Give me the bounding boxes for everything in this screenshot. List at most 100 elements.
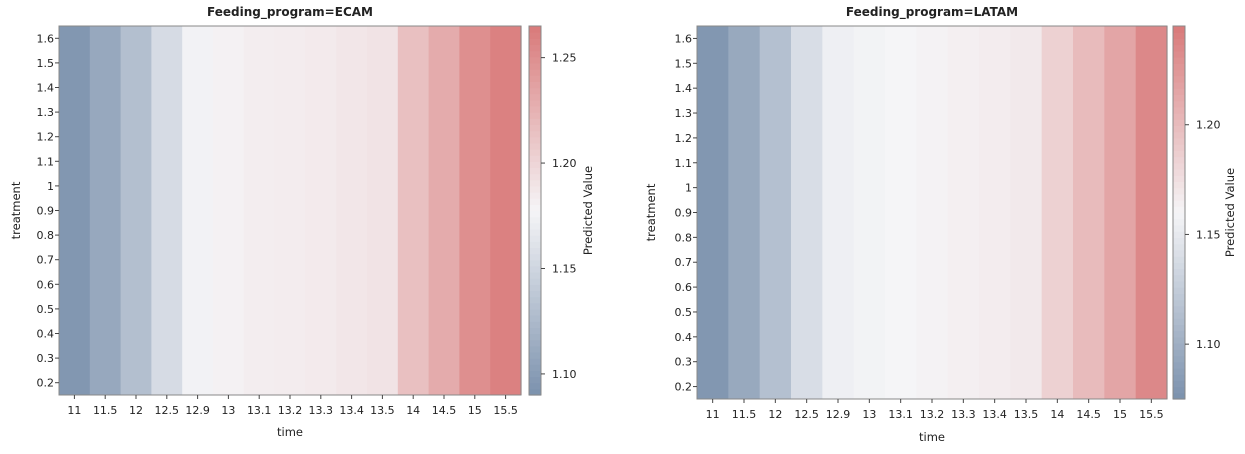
- x-tick-label: 11: [706, 408, 720, 421]
- colorbar-segment: [1173, 150, 1185, 158]
- colorbar-segment: [529, 382, 541, 390]
- colorbar-segment: [1173, 57, 1185, 64]
- colorbar-tick-label: 1.20: [1196, 119, 1221, 132]
- y-tick-label: 1.6: [37, 32, 55, 45]
- x-tick-label: 12.9: [185, 404, 210, 417]
- colorbar-segment: [1173, 355, 1185, 363]
- heatmap-cell: [979, 26, 1011, 399]
- colorbar-tick-label: 1.15: [552, 262, 577, 275]
- colorbar-segment: [529, 124, 541, 132]
- colorbar-segment: [1173, 324, 1185, 332]
- heatmap-cell: [1041, 26, 1074, 399]
- colorbar-frame: [528, 25, 542, 396]
- chart-title: Feeding_program=ECAM: [207, 5, 373, 20]
- colorbar-segment: [529, 142, 541, 150]
- colorbar-segment: [1173, 336, 1185, 344]
- y-tick-label: 0.9: [37, 205, 55, 218]
- colorbar-label: Predicted Value: [581, 166, 595, 255]
- colorbar-segment: [1173, 392, 1185, 400]
- y-tick-label: 1.2: [675, 132, 693, 145]
- colorbar-label: Predicted Value: [1223, 168, 1237, 257]
- heatmap-cell: [947, 26, 980, 399]
- colorbar-segment: [1173, 75, 1185, 83]
- y-tick-label: 0.2: [675, 381, 693, 394]
- colorbar-tick-label: 1.25: [552, 52, 577, 65]
- colorbar-segment: [529, 364, 541, 371]
- y-axis-label: treatment: [9, 181, 23, 239]
- colorbar-segment: [529, 235, 541, 242]
- colorbar-segment: [1173, 81, 1185, 89]
- colorbar-segment: [529, 358, 541, 365]
- heatmap-cell: [274, 26, 306, 395]
- colorbar-segment: [529, 308, 541, 316]
- colorbar-segment: [1173, 311, 1185, 319]
- colorbar-segment: [529, 44, 541, 52]
- y-tick-label: 0.5: [675, 306, 693, 319]
- colorbar-segment: [529, 388, 541, 396]
- heatmap-cell: [243, 26, 276, 395]
- colorbar-segment: [529, 105, 541, 113]
- colorbar-segment: [1173, 137, 1185, 145]
- colorbar-segment: [529, 198, 541, 205]
- colorbar-segment: [1173, 44, 1185, 52]
- colorbar-segment: [1173, 63, 1185, 71]
- colorbar-segment: [1173, 299, 1185, 307]
- x-tick-label: 15: [468, 404, 482, 417]
- x-tick-label: 13.4: [339, 404, 364, 417]
- colorbar-segment: [1173, 200, 1185, 207]
- colorbar-segment: [529, 247, 541, 255]
- colorbar-segment: [529, 315, 541, 322]
- colorbar-segment: [1173, 256, 1185, 263]
- colorbar-segment: [529, 333, 541, 341]
- x-tick-label: 13.1: [888, 408, 913, 421]
- heatmap-cell: [428, 26, 460, 395]
- heatmap-cell: [1010, 26, 1043, 399]
- x-tick-label: 13.2: [278, 404, 303, 417]
- colorbar-segment: [529, 99, 541, 107]
- heatmap-cell: [916, 26, 949, 399]
- colorbar-segment: [529, 50, 541, 58]
- y-tick-label: 0.4: [675, 331, 693, 344]
- x-tick-label: 13: [221, 404, 235, 417]
- x-tick-label: 13.5: [370, 404, 395, 417]
- colorbar-segment: [1173, 374, 1185, 381]
- heatmap-cell: [305, 26, 337, 395]
- colorbar-segment: [529, 284, 541, 292]
- colorbar-segment: [1173, 243, 1185, 251]
- x-tick-label: 13.1: [247, 404, 272, 417]
- colorbar-segment: [1173, 361, 1185, 369]
- colorbar-segment: [529, 81, 541, 89]
- heatmap-cell: [397, 26, 430, 395]
- colorbar-segment: [1173, 224, 1185, 232]
- colorbar-segment: [529, 278, 541, 285]
- y-tick-label: 1.3: [37, 106, 55, 119]
- colorbar-segment: [529, 351, 541, 359]
- y-tick-label: 1.1: [37, 155, 55, 168]
- colorbar-segment: [1173, 88, 1185, 95]
- x-tick-label: 13.4: [982, 408, 1007, 421]
- x-tick-label: 14.5: [432, 404, 457, 417]
- x-tick-label: 13.3: [309, 404, 334, 417]
- colorbar-segment: [1173, 262, 1185, 270]
- y-tick-label: 0.7: [37, 254, 55, 267]
- heatmap-cell: [759, 26, 792, 399]
- x-tick-label: 14: [1050, 408, 1064, 421]
- colorbar-segment: [1173, 125, 1185, 133]
- colorbar-segment: [529, 272, 541, 279]
- colorbar-segment: [529, 149, 541, 156]
- colorbar-segment: [529, 26, 541, 33]
- colorbar-segment: [1173, 330, 1185, 338]
- colorbar-tick-label: 1.10: [552, 368, 577, 381]
- colorbar-segment: [529, 327, 541, 335]
- heatmap-cell: [853, 26, 886, 399]
- heatmap-cell: [213, 26, 245, 395]
- colorbar-segment: [529, 69, 541, 76]
- y-tick-label: 0.2: [37, 377, 55, 390]
- x-tick-label: 12.5: [155, 404, 180, 417]
- colorbar-segment: [1173, 181, 1185, 189]
- heatmap-cell: [1104, 26, 1137, 399]
- colorbar-segment: [1173, 193, 1185, 201]
- colorbar-segment: [529, 228, 541, 236]
- y-tick-label: 0.9: [675, 207, 693, 220]
